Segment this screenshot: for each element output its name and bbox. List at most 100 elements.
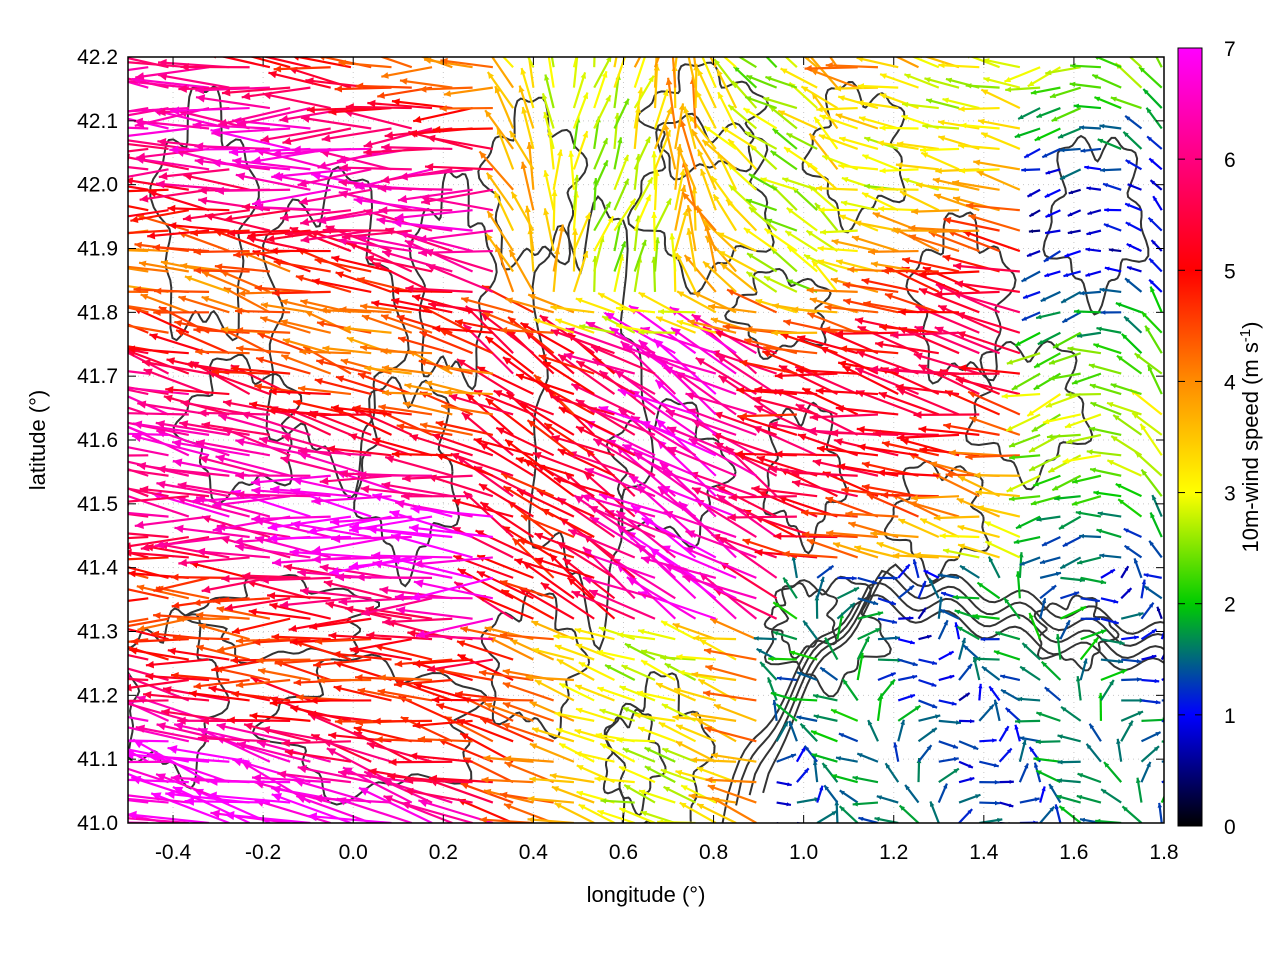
wind-vector bbox=[857, 597, 879, 606]
wind-vector bbox=[568, 150, 576, 190]
wind-vector bbox=[1077, 772, 1102, 784]
wind-vector bbox=[575, 707, 615, 722]
wind-vector bbox=[529, 776, 575, 784]
wind-vector-head bbox=[80, 452, 89, 460]
wind-vector bbox=[388, 758, 453, 766]
wind-vector-head bbox=[136, 584, 145, 592]
wind-vector bbox=[504, 761, 555, 784]
wind-vector-head bbox=[350, 645, 359, 653]
wind-vector bbox=[128, 772, 149, 784]
wind-vector bbox=[978, 683, 983, 701]
wind-vector-head bbox=[217, 645, 225, 653]
wind-vector bbox=[1028, 209, 1041, 218]
wind-vector bbox=[813, 714, 838, 722]
wind-vector-head bbox=[1046, 433, 1053, 440]
wind-vector-head bbox=[171, 601, 180, 609]
wind-vector-head bbox=[629, 475, 639, 485]
wind-vector-head bbox=[314, 257, 323, 265]
wind-vector bbox=[478, 669, 534, 682]
wind-vector bbox=[660, 620, 697, 641]
wind-vector-head bbox=[1083, 658, 1088, 664]
wind-vector bbox=[995, 631, 1021, 641]
wind-vector-shaft bbox=[566, 576, 616, 620]
wind-vector bbox=[690, 711, 737, 722]
wind-vector-head bbox=[297, 764, 307, 774]
wind-vector bbox=[224, 810, 311, 823]
wind-vector bbox=[691, 671, 737, 682]
wind-vector-head bbox=[201, 585, 211, 594]
wind-vector-head bbox=[212, 597, 221, 605]
wind-vector-head bbox=[554, 711, 561, 718]
wind-vector-shaft bbox=[150, 792, 230, 823]
wind-vector-shaft bbox=[634, 713, 676, 722]
wind-vector bbox=[984, 540, 1021, 559]
wind-vector-shaft bbox=[504, 761, 555, 784]
wind-vector-head bbox=[342, 767, 353, 776]
wind-vector bbox=[563, 352, 636, 375]
wind-vector bbox=[978, 703, 995, 722]
wind-vector-head bbox=[574, 627, 582, 634]
wind-vector-head bbox=[710, 618, 718, 625]
wind-vector-shaft bbox=[691, 672, 737, 682]
wind-vector bbox=[1085, 743, 1102, 763]
wind-vector-shaft bbox=[637, 726, 676, 743]
wind-vector-shaft bbox=[279, 597, 352, 607]
wind-vector bbox=[637, 590, 717, 620]
wind-vector-head bbox=[344, 605, 354, 614]
wind-vector-shaft bbox=[221, 576, 291, 580]
wind-vector-head bbox=[1036, 711, 1042, 717]
wind-vector-head bbox=[529, 701, 538, 708]
wind-vector bbox=[700, 168, 717, 211]
wind-vector-head bbox=[589, 516, 600, 526]
wind-vector-head bbox=[932, 703, 938, 709]
wind-vector-head bbox=[190, 229, 198, 237]
wind-vector-head bbox=[413, 579, 424, 588]
wind-vector-head bbox=[880, 491, 889, 499]
wind-vector-head bbox=[1007, 748, 1012, 754]
wind-vector-shaft bbox=[567, 451, 636, 477]
wind-vector bbox=[267, 591, 331, 600]
wind-vector-shaft bbox=[479, 717, 534, 743]
wind-vector-head bbox=[110, 341, 118, 348]
wind-vector-head bbox=[641, 649, 648, 655]
wind-vector-head bbox=[551, 786, 560, 793]
wind-vector-head bbox=[161, 708, 170, 717]
wind-vector-head bbox=[847, 266, 855, 273]
wind-vector bbox=[1121, 658, 1142, 664]
wind-vector-head bbox=[973, 472, 981, 479]
wind-vector-head bbox=[993, 650, 1000, 656]
wind-vector bbox=[195, 611, 250, 620]
wind-vector-head bbox=[1124, 566, 1129, 571]
wind-vector-head bbox=[820, 667, 826, 673]
wind-vector bbox=[1044, 270, 1061, 278]
wind-vector bbox=[897, 563, 911, 579]
wind-vector-head bbox=[921, 607, 926, 613]
wind-vector bbox=[1028, 229, 1041, 234]
wind-vector-head bbox=[1143, 573, 1149, 578]
wind-vector bbox=[713, 703, 757, 722]
wind-vector bbox=[307, 710, 372, 722]
wind-vector bbox=[979, 780, 1000, 785]
wind-vector-head bbox=[1101, 789, 1107, 794]
wind-vector bbox=[294, 640, 352, 661]
wind-vector-shaft bbox=[699, 638, 737, 661]
wind-vector bbox=[1100, 617, 1119, 625]
wind-vector-head bbox=[568, 529, 578, 537]
wind-vector-shaft bbox=[360, 597, 433, 616]
wind-vector bbox=[619, 685, 656, 702]
wind-vector-head bbox=[893, 742, 898, 748]
wind-vector-head bbox=[819, 576, 825, 583]
wind-vector bbox=[216, 606, 271, 620]
wind-vector-head bbox=[616, 510, 626, 520]
wind-vector-head bbox=[954, 609, 961, 615]
wind-vector bbox=[201, 576, 271, 594]
wind-vector-head bbox=[874, 816, 880, 822]
wind-vector bbox=[377, 688, 433, 702]
wind-vector-head bbox=[313, 794, 323, 803]
wind-vector-head bbox=[768, 656, 774, 662]
wind-vector bbox=[672, 622, 717, 641]
wind-vector-head bbox=[559, 683, 566, 689]
wind-vector bbox=[567, 451, 636, 477]
wind-vector-head bbox=[1009, 779, 1014, 784]
wind-vector-head bbox=[690, 711, 698, 719]
